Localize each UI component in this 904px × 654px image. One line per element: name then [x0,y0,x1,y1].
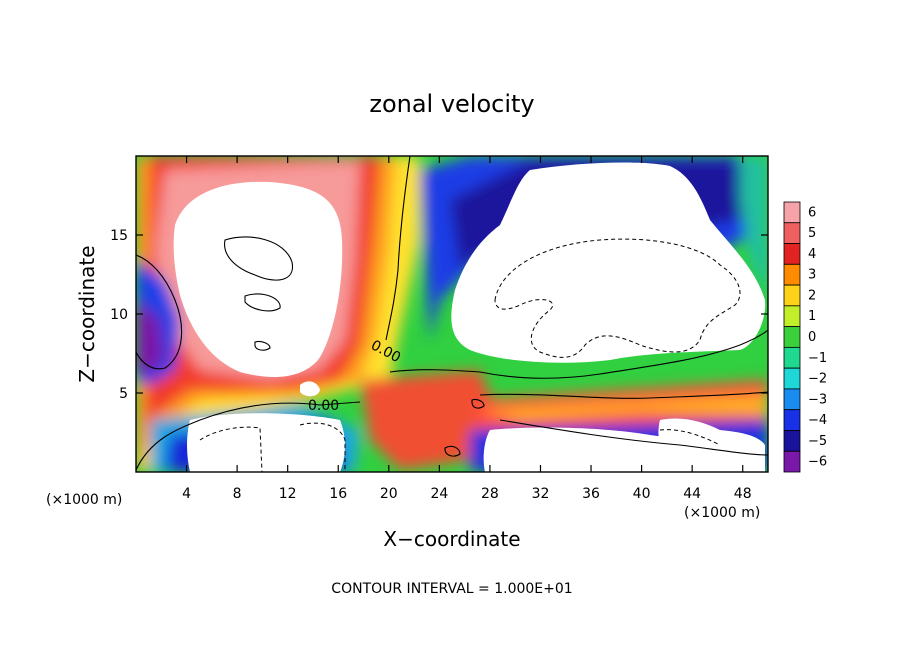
colorbar-label: −4 [808,413,827,428]
colorbar-swatch [783,263,801,286]
colorbar-swatch [783,409,801,431]
y-axis: 5 10 15 [110,228,768,402]
y-tick-label: 5 [119,386,128,402]
colorbar-label: −6 [808,455,827,470]
colorbar-label: −1 [808,351,827,366]
x-tick-label: 8 [233,486,242,502]
colorbar-swatch [783,243,801,265]
colorbar-swatch [783,346,801,369]
colorbar-swatch [783,450,801,473]
x-tick-label: 24 [430,486,448,502]
colorbar-label: 4 [808,247,816,262]
x-tick-label: 12 [279,486,297,502]
x-tick-label: 44 [683,486,701,502]
y-tick-label: 10 [110,307,128,323]
x-axis-label: X−coordinate [383,527,520,551]
colorbar-swatch [783,388,801,411]
colorbar-label: 3 [808,268,816,283]
colorbar: 6 5 4 3 2 1 0 −1 −2 −3 −4 −5 −6 [783,201,827,473]
colorbar-label: 5 [808,226,816,241]
colorbar-swatch [783,284,801,307]
colorbar-swatch [783,201,801,224]
colorbar-label: −5 [808,434,827,449]
contour-interval-footer: CONTOUR INTERVAL = 1.000E+01 [331,581,572,597]
x-tick-label: 32 [532,486,550,502]
colorbar-swatch [783,430,801,452]
x-axis: 4 8 12 16 20 24 28 32 36 40 44 48 [182,156,752,502]
x-tick-label: 40 [633,486,651,502]
y-axis-label: Z−coordinate [75,245,99,382]
colorbar-label: 2 [808,288,816,303]
chart-title: zonal velocity [369,90,534,118]
heatmap-field [136,156,768,472]
x-tick-label: 4 [182,486,191,502]
y-tick-label: 15 [110,228,128,244]
colorbar-label: 1 [808,309,816,324]
colorbar-label: −2 [808,372,827,387]
colorbar-label: 0 [808,330,816,345]
x-tick-label: 20 [380,486,398,502]
colorbar-swatch [783,367,801,390]
x-units-left: (×1000 m) [46,492,122,508]
x-tick-label: 36 [582,486,600,502]
colorbar-swatch [783,222,801,244]
x-units-right: (×1000 m) [684,505,760,521]
colorbar-swatch [783,326,801,348]
x-tick-label: 16 [329,486,347,502]
colorbar-label: −3 [808,392,827,407]
colorbar-swatch [783,305,801,328]
colorbar-label: 6 [808,205,816,220]
x-tick-label: 48 [734,486,752,502]
x-tick-label: 28 [481,486,499,502]
contour-label-lower: 0.00 [308,398,339,414]
